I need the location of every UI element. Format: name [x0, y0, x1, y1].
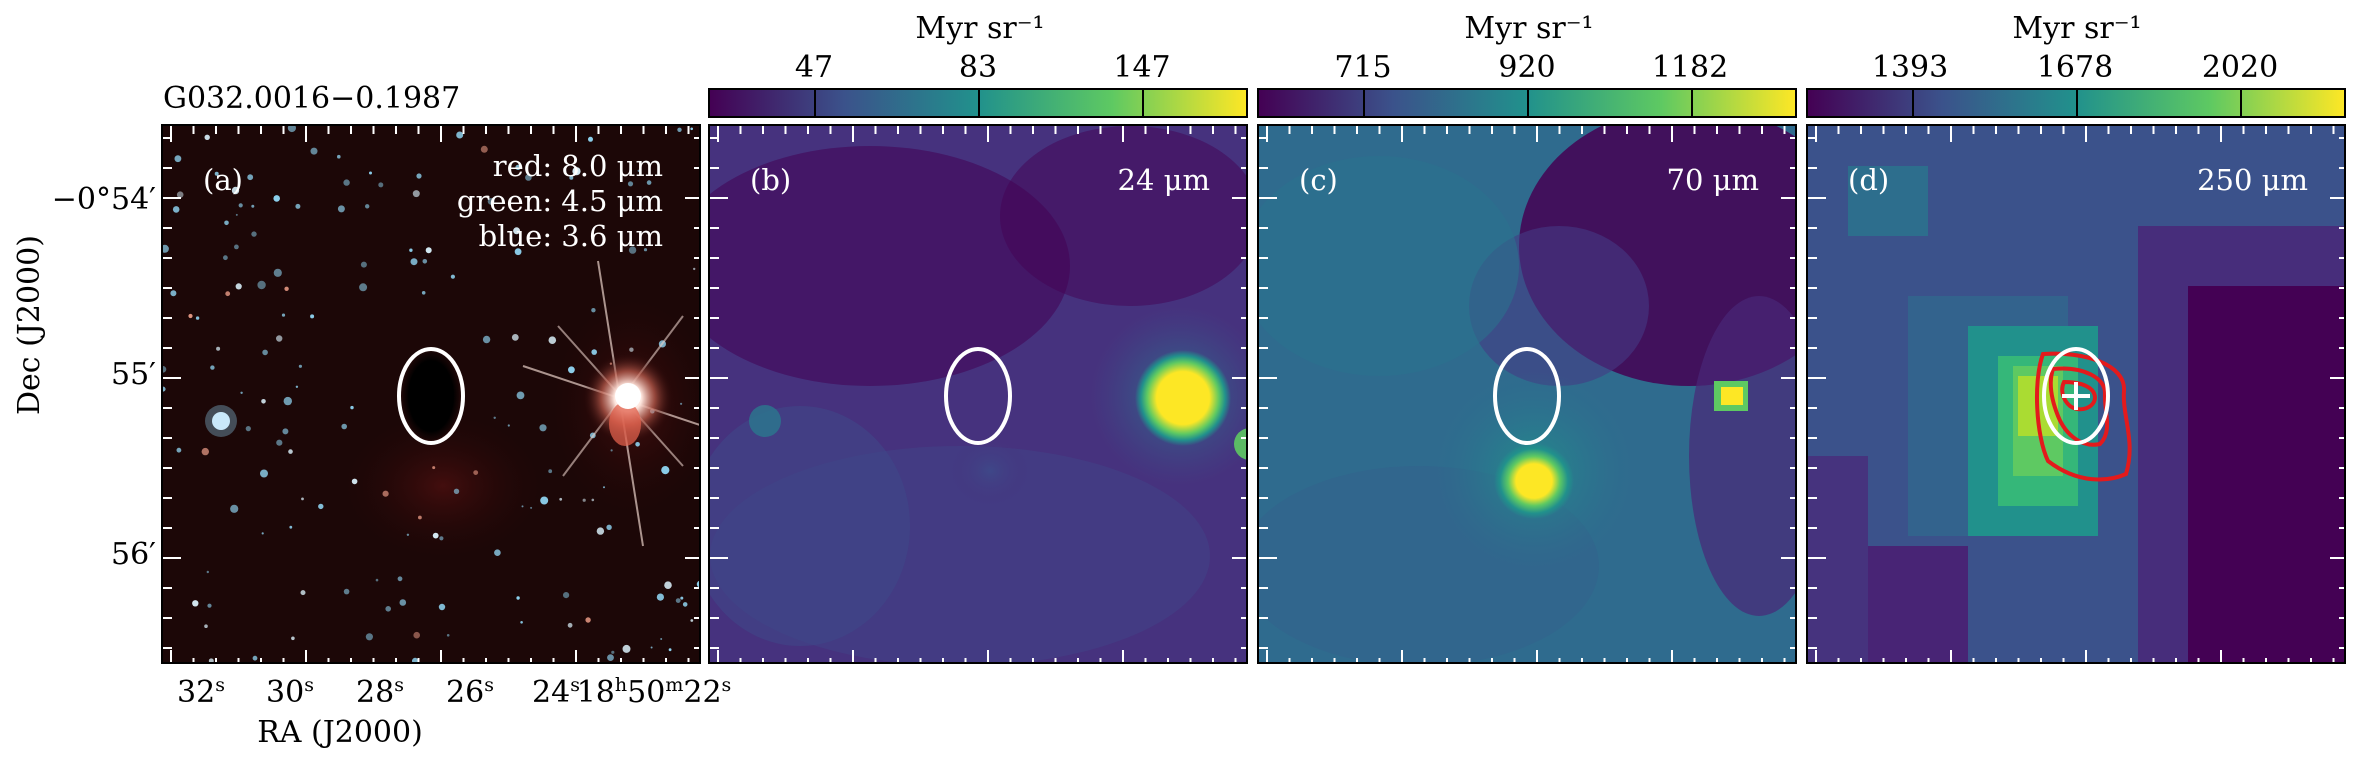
axis-ticks — [163, 126, 699, 662]
wavelength-label-d: 250 μm — [2197, 163, 2308, 197]
axis-ticks — [710, 126, 1246, 662]
x-tick-label: 32s — [177, 674, 225, 710]
colorbar-title-c: Myr sr⁻¹ — [1464, 11, 1594, 46]
colorbar-tick-b: 47 — [794, 50, 834, 85]
wavelength-label-b: 24 μm — [1117, 163, 1210, 197]
panel-d-250um-image: (d) 250 μm — [1806, 124, 2346, 664]
aperture-ellipse — [2042, 347, 2110, 445]
24um-image — [710, 126, 1246, 662]
aperture-ellipse — [944, 347, 1012, 445]
colorbar-title-d: Myr sr⁻¹ — [2012, 11, 2142, 46]
colorbar-tick-d: 2020 — [2201, 50, 2279, 85]
panel-label-a: (a) — [203, 163, 243, 197]
wavelength-label-c: 70 μm — [1666, 163, 1759, 197]
aperture-ellipse — [1493, 347, 1561, 445]
panel-c-70um-image: (c) 70 μm — [1257, 124, 1797, 664]
colorbar-tick-b: 83 — [958, 50, 998, 85]
colorbar-tick-d: 1678 — [2036, 50, 2114, 85]
colorbar-title-b: Myr sr⁻¹ — [915, 11, 1045, 46]
rgb-legend-green: green: 4.5 μm — [456, 184, 663, 218]
rgb-legend-red: red: 8.0 μm — [492, 149, 663, 183]
source-name: G032.0016−0.1987 — [163, 81, 461, 116]
x-tick-label: 18h50m22s — [576, 674, 732, 710]
x-tick-label: 30s — [266, 674, 314, 710]
panel-label-d: (d) — [1848, 163, 1890, 197]
colorbar-tick-b: 147 — [1113, 50, 1171, 85]
y-axis-label: Dec (J2000) — [12, 235, 47, 415]
colorbar-tick-c: 1182 — [1651, 50, 1729, 85]
y-tick-label: 55′ — [111, 357, 156, 392]
rgb-legend-blue: blue: 3.6 μm — [478, 219, 663, 253]
panel-label-b: (b) — [750, 163, 792, 197]
colorbar-c — [1257, 88, 1797, 118]
colorbar-b — [708, 88, 1248, 118]
colorbar-tick-c: 715 — [1334, 50, 1392, 85]
250um-image — [1808, 126, 2344, 662]
panel-b-24um-image: (b) 24 μm — [708, 124, 1248, 664]
aperture-ellipse — [397, 347, 465, 445]
y-tick-label: −0°54′ — [51, 182, 156, 217]
colorbar-d — [1806, 88, 2346, 118]
rgb-composite-image — [163, 126, 699, 662]
axis-ticks — [1259, 126, 1795, 662]
colorbar-tick-d: 1393 — [1871, 50, 1949, 85]
colorbar-tick-c: 920 — [1498, 50, 1556, 85]
x-axis-label: RA (J2000) — [257, 715, 423, 750]
panel-label-c: (c) — [1299, 163, 1338, 197]
axis-ticks — [1808, 126, 2344, 662]
y-tick-label: 56′ — [111, 537, 156, 572]
x-tick-label: 24s — [532, 674, 580, 710]
x-tick-label: 26s — [446, 674, 494, 710]
x-tick-label: 28s — [356, 674, 404, 710]
panel-a-rgb-image: (a) red: 8.0 μm green: 4.5 μm blue: 3.6 … — [161, 124, 701, 664]
70um-image — [1259, 126, 1795, 662]
